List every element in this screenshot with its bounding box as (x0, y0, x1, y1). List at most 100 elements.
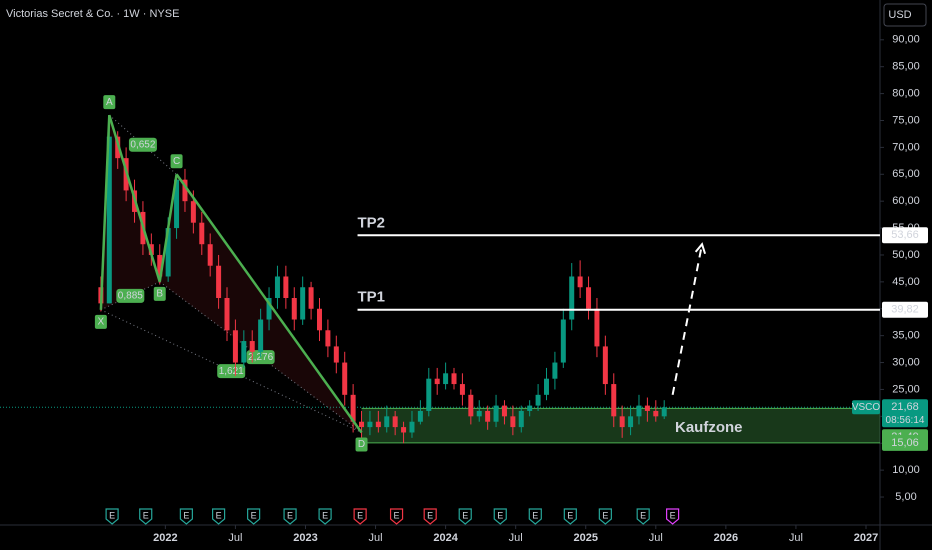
candle-body (232, 330, 238, 363)
candle-body (501, 405, 507, 417)
y-tick-label: 85,00 (892, 61, 920, 73)
earnings-label[interactable]: E (394, 510, 400, 520)
price-tag (882, 399, 928, 428)
earnings-label[interactable]: E (532, 510, 538, 520)
pattern-point-label: B (156, 289, 163, 300)
x-tick-label: Jul (369, 532, 383, 544)
y-tick-label: 80,00 (892, 88, 920, 100)
x-tick-label: 2027 (854, 532, 878, 544)
pattern-leg (175, 173, 363, 434)
ratio-label: 0,652 (130, 139, 155, 150)
earnings-label[interactable]: E (462, 510, 468, 520)
earnings-icon[interactable] (493, 508, 507, 525)
earnings-label[interactable]: E (287, 510, 293, 520)
y-tick-label: 5,00 (895, 491, 916, 503)
candle-body (611, 384, 617, 417)
candle-body (434, 378, 440, 385)
earnings-label[interactable]: E (183, 510, 189, 520)
pattern-point-label: X (98, 316, 105, 327)
earnings-label[interactable]: E (357, 510, 363, 520)
earnings-label[interactable]: E (322, 510, 328, 520)
earnings-icon[interactable] (283, 508, 297, 525)
projection-line (671, 244, 704, 396)
x-tick-label: 2025 (573, 532, 597, 544)
candle-body (350, 394, 356, 422)
candle-body (207, 244, 213, 266)
pattern-leg (108, 114, 161, 283)
candle-body (518, 410, 524, 428)
earnings-label[interactable]: E (602, 510, 608, 520)
candle-body (417, 410, 423, 422)
earnings-icon[interactable] (666, 508, 680, 525)
candle-body (594, 308, 600, 347)
candle-body (644, 405, 650, 411)
candle-body (510, 416, 516, 428)
y-tick-label: 90,00 (892, 34, 920, 46)
candle-body (602, 346, 608, 385)
ratio-box (128, 137, 157, 152)
earnings-icon[interactable] (353, 508, 367, 525)
earnings-label[interactable]: E (497, 510, 503, 520)
candle-body (165, 228, 171, 277)
price-tag-label: 39,82 (891, 304, 919, 316)
currency-button[interactable] (883, 3, 927, 27)
earnings-icon[interactable] (528, 508, 542, 525)
y-tick-label: 30,00 (892, 356, 920, 368)
earnings-label[interactable]: E (216, 510, 222, 520)
earnings-label[interactable]: E (670, 510, 676, 520)
ratio-label: 0,885 (118, 290, 143, 301)
pattern-shade (159, 174, 362, 433)
earnings-icon[interactable] (598, 508, 612, 525)
pattern-leg (158, 174, 178, 283)
candle-body (316, 308, 322, 331)
candle-body (476, 410, 482, 417)
projection-arrowhead (694, 242, 707, 255)
candle-body (300, 287, 306, 320)
earnings-icon[interactable] (423, 508, 437, 525)
price-tag (882, 301, 928, 318)
earnings-label[interactable]: E (143, 510, 149, 520)
pattern-point-box (153, 286, 166, 301)
earnings-icon[interactable] (636, 508, 650, 525)
earnings-icon[interactable] (389, 508, 404, 525)
candle-body (459, 384, 465, 395)
candle-body (199, 222, 205, 245)
pattern-point-box (103, 95, 116, 110)
y-tick-label: 25,00 (892, 383, 920, 395)
target-name: TP2 (358, 214, 386, 231)
earnings-icon[interactable] (211, 508, 226, 525)
candle-body (468, 394, 474, 417)
earnings-label[interactable]: E (640, 510, 646, 520)
candle-body (190, 201, 196, 223)
candle-body (527, 405, 533, 411)
y-tick-label: 70,00 (892, 141, 920, 153)
candle-body (359, 421, 365, 428)
symbol-label: VSCO (852, 402, 881, 413)
pattern-point-box (170, 154, 183, 169)
candle-body (628, 416, 634, 428)
earnings-icon[interactable] (563, 508, 577, 525)
candle-body (577, 276, 583, 288)
candle-body (216, 265, 222, 299)
candle-body (266, 298, 272, 320)
ratio-label: 1,621 (219, 366, 244, 377)
earnings-label[interactable]: E (567, 510, 573, 520)
currency-label[interactable]: USD (888, 9, 911, 21)
x-tick-label: Jul (789, 532, 803, 544)
earnings-icon[interactable] (105, 508, 119, 525)
x-tick-label: 2023 (293, 532, 317, 544)
earnings-icon[interactable] (247, 508, 261, 525)
earnings-icon[interactable] (318, 508, 332, 525)
candle-body (586, 287, 592, 309)
candle-body (291, 298, 297, 320)
earnings-label[interactable]: E (109, 510, 115, 520)
earnings-icon[interactable] (139, 508, 153, 525)
candle-body (409, 421, 415, 433)
y-tick-label: 45,00 (892, 276, 920, 288)
earnings-icon[interactable] (179, 508, 193, 525)
earnings-label[interactable]: E (251, 510, 257, 520)
candle-body (258, 319, 264, 352)
earnings-icon[interactable] (458, 508, 472, 525)
earnings-label[interactable]: E (427, 510, 433, 520)
